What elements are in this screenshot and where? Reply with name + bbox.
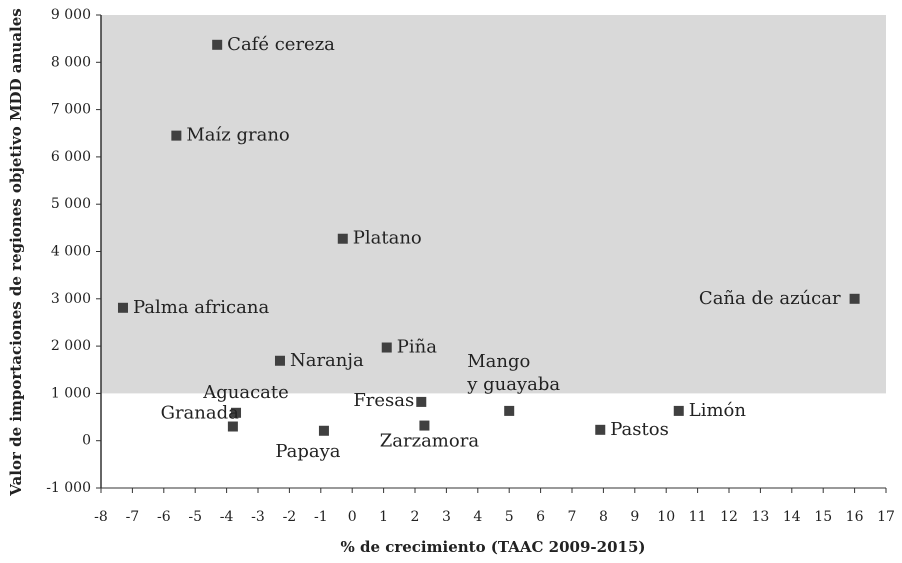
point-label: Café cereza [227, 34, 335, 55]
x-tick-label: -4 [220, 509, 234, 525]
x-tick-label: 2 [411, 509, 420, 525]
x-tick-label: 6 [536, 509, 545, 525]
x-tick-label: -3 [251, 509, 265, 525]
point [117, 302, 128, 313]
point [419, 420, 430, 431]
x-tick-label: 7 [568, 509, 577, 525]
point [673, 405, 684, 416]
point [337, 233, 348, 244]
point [381, 342, 392, 353]
point-label: Granada [161, 403, 240, 424]
point [595, 424, 606, 435]
x-tick-label: -7 [126, 509, 140, 525]
point [274, 355, 285, 366]
x-tick-label: 15 [814, 509, 832, 525]
x-tick-label: 14 [783, 509, 801, 525]
x-tick-label: 3 [442, 509, 451, 525]
point [504, 405, 515, 416]
y-axis-label: Valor de importaciones de regiones objet… [7, 8, 25, 496]
y-tick-label: 1 000 [51, 385, 91, 401]
point [227, 421, 238, 432]
x-tick-label: 5 [505, 509, 514, 525]
y-tick-label: 7 000 [51, 102, 91, 118]
point-label: Maíz grano [186, 125, 289, 146]
point-label: Aguacate [202, 382, 289, 403]
point-label: Limón [689, 400, 747, 421]
x-tick-label: -1 [314, 509, 328, 525]
x-tick-label: 11 [689, 509, 707, 525]
point [171, 130, 182, 141]
x-tick-label: 16 [846, 509, 864, 525]
point-label: y guayaba [466, 374, 560, 395]
x-tick-label: 9 [630, 509, 639, 525]
y-tick-label: 8 000 [51, 54, 91, 70]
x-tick-label: 8 [599, 509, 608, 525]
x-tick-label: -5 [188, 509, 202, 525]
x-tick-label: 1 [379, 509, 388, 525]
point-label: Piña [397, 337, 437, 358]
x-axis-label: % de crecimiento (TAAC 2009-2015) [340, 538, 645, 556]
point [416, 396, 427, 407]
x-tick-label: 4 [473, 509, 482, 525]
point [318, 425, 329, 436]
point-label: Zarzamora [380, 431, 480, 452]
x-tick-label: -6 [157, 509, 171, 525]
y-tick-label: 5 000 [51, 196, 91, 212]
y-tick-label: 3 000 [51, 291, 91, 307]
point-label: Fresas [353, 390, 414, 411]
point-label: Palma africana [133, 297, 269, 318]
x-tick-label: 0 [348, 509, 357, 525]
x-tick-label: 13 [751, 509, 769, 525]
y-tick-label: 2 000 [51, 338, 91, 354]
x-tick-label: -8 [94, 509, 108, 525]
y-tick-label: 9 000 [51, 7, 91, 23]
point-label: Platano [353, 228, 422, 249]
point-label: Pastos [610, 419, 669, 440]
point [231, 407, 242, 418]
x-tick-label: -2 [283, 509, 297, 525]
point [212, 39, 223, 50]
x-tick-label: 17 [877, 509, 895, 525]
point-label: Mango [467, 351, 530, 372]
shaded-region [101, 15, 886, 394]
x-tick-label: 10 [657, 509, 675, 525]
point [849, 293, 860, 304]
y-tick-label: 4 000 [51, 244, 91, 260]
y-tick-label: 0 [82, 433, 91, 449]
point-label: Papaya [275, 441, 340, 462]
x-tick-label: 12 [720, 509, 738, 525]
y-tick-label: -1 000 [46, 480, 91, 496]
point-label: Naranja [290, 350, 364, 371]
y-tick-label: 6 000 [51, 149, 91, 165]
point-label: Caña de azúcar [699, 288, 841, 309]
